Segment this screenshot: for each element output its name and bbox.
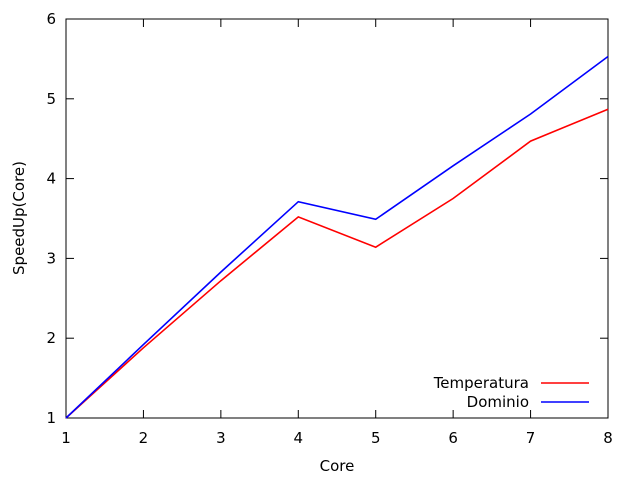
plot-border — [65, 18, 609, 419]
legend-label-dominio: Dominio — [467, 393, 529, 411]
y-tick-label: 5 — [46, 90, 56, 108]
x-tick-label: 2 — [139, 429, 149, 447]
y-tick-label: 1 — [46, 409, 56, 427]
x-tick-label: 6 — [448, 429, 458, 447]
x-tick-label: 1 — [61, 429, 71, 447]
series-line-dominio — [65, 55, 609, 419]
x-tick-label: 3 — [216, 429, 226, 447]
series-lines — [65, 55, 609, 419]
x-axis-title: Core — [320, 457, 355, 475]
plot-frame — [65, 18, 609, 419]
y-tick-label: 3 — [46, 249, 56, 267]
legend-label-temperatura: Temperatura — [433, 374, 529, 392]
x-tick-label: 8 — [603, 429, 613, 447]
y-tick-label: 2 — [46, 329, 56, 347]
y-tick-label: 6 — [46, 10, 56, 28]
axis-ticks: 1 2 3 4 5 6 7 8 1 2 3 4 5 6 — [46, 10, 612, 447]
x-tick-label: 7 — [526, 429, 536, 447]
x-tick-label: 5 — [371, 429, 381, 447]
y-tick-label: 4 — [46, 170, 56, 188]
series-line-temperatura — [65, 108, 609, 419]
x-tick-label: 4 — [294, 429, 304, 447]
y-axis-title: SpeedUp(Core) — [10, 161, 28, 275]
